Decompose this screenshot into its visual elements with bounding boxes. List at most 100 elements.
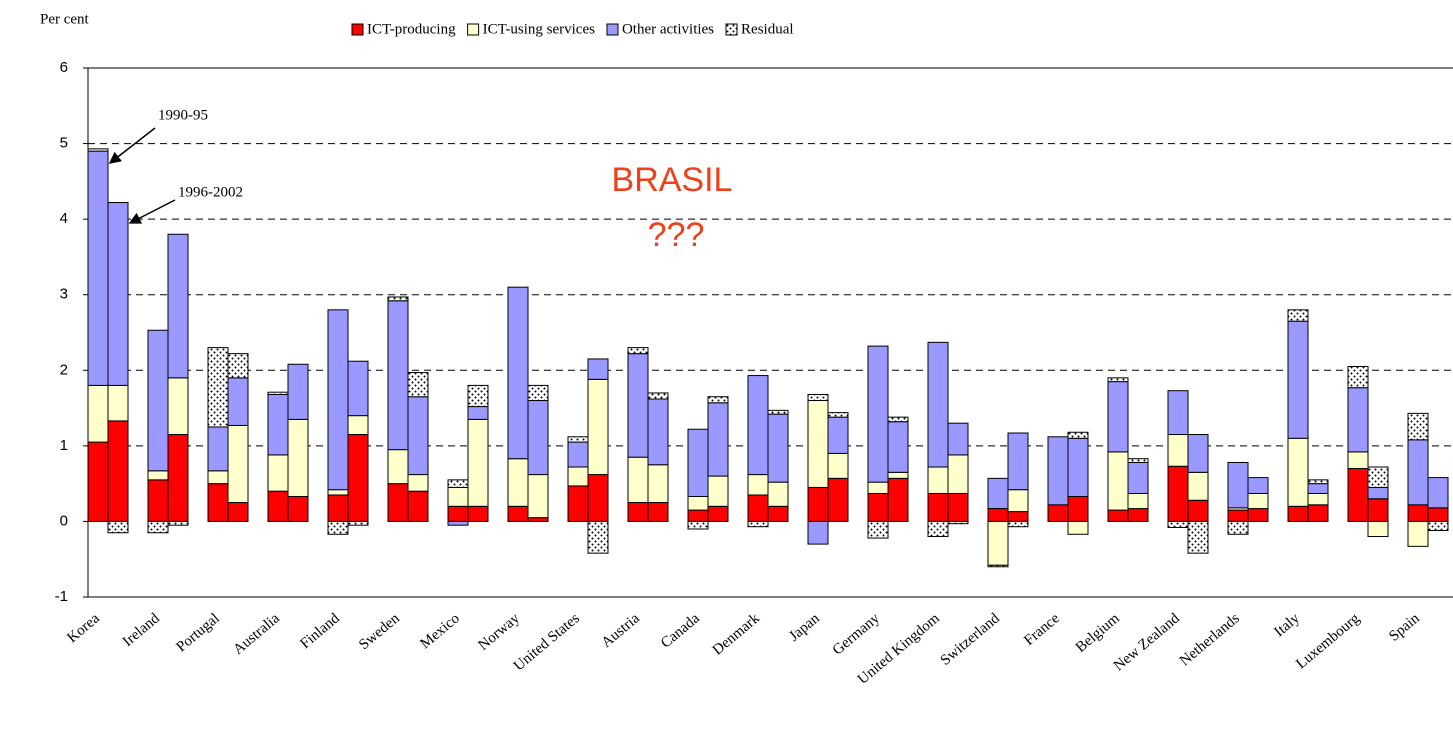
y-tick-label: 2 [60, 361, 68, 378]
bar-segment [527, 474, 549, 519]
bar-segment [1067, 431, 1089, 439]
bar-segment [587, 378, 609, 476]
bar-segment [647, 502, 669, 522]
bar-segment [687, 509, 709, 522]
bar-segment [1367, 520, 1389, 538]
bar-segment [1347, 366, 1369, 389]
bar-segment [567, 436, 589, 443]
bar-segment [867, 492, 889, 522]
bar-segment [1127, 492, 1149, 510]
bar-segment [207, 347, 229, 428]
bar-segment [887, 471, 909, 479]
x-tick-label: Belgium [1073, 610, 1123, 656]
bar-segment [647, 464, 669, 504]
bar-segment [587, 520, 609, 554]
bar-segment [167, 377, 189, 436]
bar-segment [947, 492, 969, 522]
bar-segment [827, 412, 849, 418]
bar-segment [1247, 508, 1269, 522]
bar-segment [987, 564, 1009, 568]
y-tick-label: 0 [60, 512, 68, 529]
bar-segment [947, 422, 969, 456]
bar-segment [167, 434, 189, 522]
bar-segment [707, 505, 729, 522]
bar-segment [87, 150, 109, 386]
x-tick-label: Germany [830, 610, 883, 658]
bar-segment [1007, 511, 1029, 522]
bar-segment [347, 434, 369, 522]
bar-segment [327, 309, 349, 491]
bar-segment [827, 477, 849, 522]
bar-segment [587, 474, 609, 522]
bar-segment [807, 400, 829, 488]
bar-segment [747, 474, 769, 496]
bar-segment [1247, 492, 1269, 510]
bar-segment [287, 418, 309, 497]
bar-segment [927, 341, 949, 468]
bar-segment [1407, 520, 1429, 547]
bar-segment [867, 345, 889, 483]
bar-segment [707, 475, 729, 507]
legend-swatch [606, 23, 619, 36]
bar-segment [327, 489, 349, 496]
bar-segment [267, 391, 289, 395]
x-tick-label: Finland [297, 610, 343, 652]
bar-segment [627, 502, 649, 522]
bar-segment [807, 393, 829, 402]
y-tick-label: 4 [60, 210, 68, 227]
bar-segment [627, 353, 649, 458]
bar-segment [347, 520, 369, 526]
bar-segment [107, 384, 129, 422]
x-tick-label: Switzerland [938, 610, 1004, 669]
x-tick-label: Norway [475, 610, 523, 654]
bar-segment [947, 520, 969, 525]
legend-label: Other activities [622, 21, 714, 37]
bar-segment [927, 520, 949, 538]
bar-segment [1107, 509, 1129, 522]
bar-segment [567, 441, 589, 468]
bar-segment [767, 409, 789, 415]
bar-segment [1427, 520, 1449, 531]
legend-label: Residual [741, 21, 794, 37]
y-tick-label: -1 [55, 588, 68, 605]
bar-segment [1427, 477, 1449, 509]
bar-segment [447, 520, 469, 526]
bar-segment [1187, 471, 1209, 501]
bar-segment [87, 148, 109, 152]
bar-segment [227, 424, 249, 504]
bar-segment [1367, 486, 1389, 500]
bar-segment [167, 233, 189, 379]
bar-segment [1107, 381, 1129, 453]
bar-segment [827, 452, 849, 479]
x-tick-label: Denmark [710, 610, 763, 658]
annotation: BRASIL [612, 161, 733, 199]
bar-segment [1227, 520, 1249, 535]
bar-segment [1247, 477, 1269, 494]
x-tick-label: Japan [786, 610, 823, 645]
bar-segment [87, 384, 109, 443]
bar-segment [1287, 309, 1309, 322]
y-tick-label: 3 [60, 286, 68, 303]
bar-segment [147, 470, 169, 481]
bar-segment [1007, 432, 1029, 491]
bar-segment [1287, 505, 1309, 522]
legend-swatch [467, 23, 480, 36]
bar-segment [1307, 504, 1329, 522]
bar-segment [527, 400, 549, 476]
bar-segment [1307, 479, 1329, 485]
bar-segment [827, 416, 849, 454]
bar-segment [107, 520, 129, 534]
bar-segment [267, 393, 289, 456]
x-tick-label: Mexico [417, 610, 462, 652]
bar-segment [447, 486, 469, 507]
bar-segment [1307, 492, 1329, 506]
bar-segment [347, 360, 369, 417]
x-tick-label: New Zealand [1111, 610, 1183, 674]
bar-segment [527, 384, 549, 402]
bar-segment [267, 454, 289, 492]
x-tick-label: Austria [599, 610, 643, 651]
bar-segment [1307, 483, 1329, 494]
bar-segment [867, 481, 889, 494]
bar-segment [1047, 504, 1069, 522]
bar-segment [807, 520, 829, 545]
